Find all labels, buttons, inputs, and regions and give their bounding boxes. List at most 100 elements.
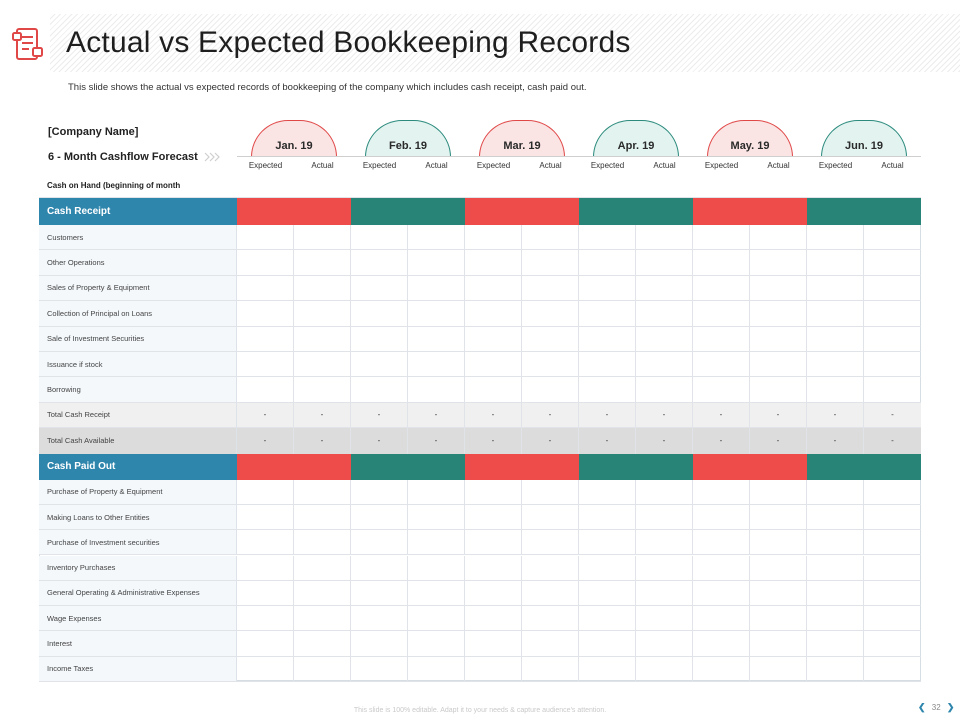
table-cell[interactable]: - — [294, 402, 351, 428]
table-cell[interactable] — [408, 530, 465, 555]
table-cell[interactable] — [408, 580, 465, 606]
table-cell[interactable] — [408, 352, 465, 377]
table-cell[interactable] — [579, 250, 636, 275]
table-cell[interactable] — [864, 581, 921, 605]
table-cell[interactable] — [294, 504, 351, 530]
table-cell[interactable] — [294, 301, 351, 326]
table-cell[interactable] — [237, 555, 294, 580]
table-cell[interactable] — [693, 555, 750, 580]
table-cell[interactable] — [807, 250, 864, 275]
table-cell[interactable] — [579, 479, 636, 504]
table-cell[interactable] — [294, 275, 351, 301]
table-cell[interactable] — [807, 352, 864, 377]
table-cell[interactable] — [237, 377, 294, 402]
table-cell[interactable] — [237, 275, 294, 301]
table-cell[interactable]: - — [864, 428, 921, 454]
table-cell[interactable] — [807, 326, 864, 351]
table-cell[interactable] — [465, 631, 522, 656]
table-cell[interactable] — [864, 225, 921, 249]
table-cell[interactable] — [522, 530, 579, 555]
table-cell[interactable] — [465, 504, 522, 530]
table-cell[interactable] — [522, 377, 579, 402]
table-cell[interactable] — [693, 504, 750, 530]
table-cell[interactable] — [693, 250, 750, 275]
table-cell[interactable] — [522, 606, 579, 631]
table-cell[interactable] — [408, 555, 465, 580]
table-cell[interactable] — [636, 352, 693, 377]
table-cell[interactable] — [294, 530, 351, 555]
table-cell[interactable] — [294, 225, 351, 250]
table-cell[interactable] — [237, 504, 294, 530]
table-cell[interactable] — [294, 326, 351, 351]
table-cell[interactable] — [522, 275, 579, 301]
table-cell[interactable] — [750, 656, 807, 681]
table-cell[interactable] — [237, 656, 294, 681]
table-cell[interactable] — [351, 580, 408, 606]
table-cell[interactable] — [636, 301, 693, 326]
table-cell[interactable]: - — [408, 402, 465, 428]
table-cell[interactable] — [693, 580, 750, 606]
table-cell[interactable] — [636, 479, 693, 504]
table-cell[interactable] — [693, 225, 750, 250]
table-cell[interactable] — [408, 301, 465, 326]
table-cell[interactable] — [864, 530, 921, 554]
table-cell[interactable] — [351, 377, 408, 402]
table-cell[interactable] — [522, 555, 579, 580]
table-cell[interactable] — [351, 631, 408, 656]
table-cell[interactable] — [693, 377, 750, 402]
table-cell[interactable] — [864, 301, 921, 325]
table-cell[interactable] — [579, 225, 636, 250]
table-cell[interactable] — [408, 504, 465, 530]
table-cell[interactable] — [408, 275, 465, 301]
table-cell[interactable] — [237, 530, 294, 555]
table-cell[interactable] — [579, 352, 636, 377]
table-cell[interactable] — [294, 352, 351, 377]
table-cell[interactable] — [750, 225, 807, 250]
table-cell[interactable] — [465, 530, 522, 555]
table-cell[interactable] — [351, 504, 408, 530]
table-cell[interactable] — [465, 326, 522, 351]
table-cell[interactable] — [294, 606, 351, 631]
table-cell[interactable] — [408, 479, 465, 504]
table-cell[interactable] — [522, 656, 579, 681]
table-cell[interactable] — [864, 631, 921, 655]
table-cell[interactable] — [579, 377, 636, 402]
table-cell[interactable] — [693, 352, 750, 377]
table-cell[interactable] — [351, 301, 408, 326]
table-cell[interactable] — [237, 606, 294, 631]
table-cell[interactable] — [522, 225, 579, 250]
table-cell[interactable] — [294, 656, 351, 681]
table-cell[interactable] — [693, 606, 750, 631]
table-cell[interactable] — [636, 555, 693, 580]
table-cell[interactable]: - — [636, 428, 693, 454]
table-cell[interactable]: - — [579, 402, 636, 428]
table-cell[interactable] — [465, 580, 522, 606]
table-cell[interactable] — [864, 352, 921, 376]
table-cell[interactable] — [750, 479, 807, 504]
table-cell[interactable] — [522, 301, 579, 326]
table-cell[interactable] — [807, 656, 864, 681]
table-cell[interactable]: - — [807, 428, 864, 454]
table-cell[interactable] — [864, 480, 921, 504]
table-cell[interactable] — [750, 250, 807, 275]
table-cell[interactable] — [351, 250, 408, 275]
table-cell[interactable] — [465, 275, 522, 301]
table-cell[interactable] — [636, 225, 693, 250]
table-cell[interactable]: - — [351, 402, 408, 428]
table-cell[interactable]: - — [294, 428, 351, 454]
table-cell[interactable] — [522, 479, 579, 504]
table-cell[interactable] — [750, 301, 807, 326]
table-cell[interactable] — [351, 530, 408, 555]
table-cell[interactable] — [294, 555, 351, 580]
table-cell[interactable] — [465, 377, 522, 402]
table-cell[interactable]: - — [750, 428, 807, 454]
table-cell[interactable] — [522, 250, 579, 275]
table-cell[interactable]: - — [465, 428, 522, 454]
table-cell[interactable]: - — [693, 402, 750, 428]
table-cell[interactable] — [465, 301, 522, 326]
table-cell[interactable] — [750, 631, 807, 656]
table-cell[interactable] — [465, 555, 522, 580]
table-cell[interactable] — [636, 656, 693, 681]
table-cell[interactable] — [579, 275, 636, 301]
table-cell[interactable] — [864, 657, 921, 681]
